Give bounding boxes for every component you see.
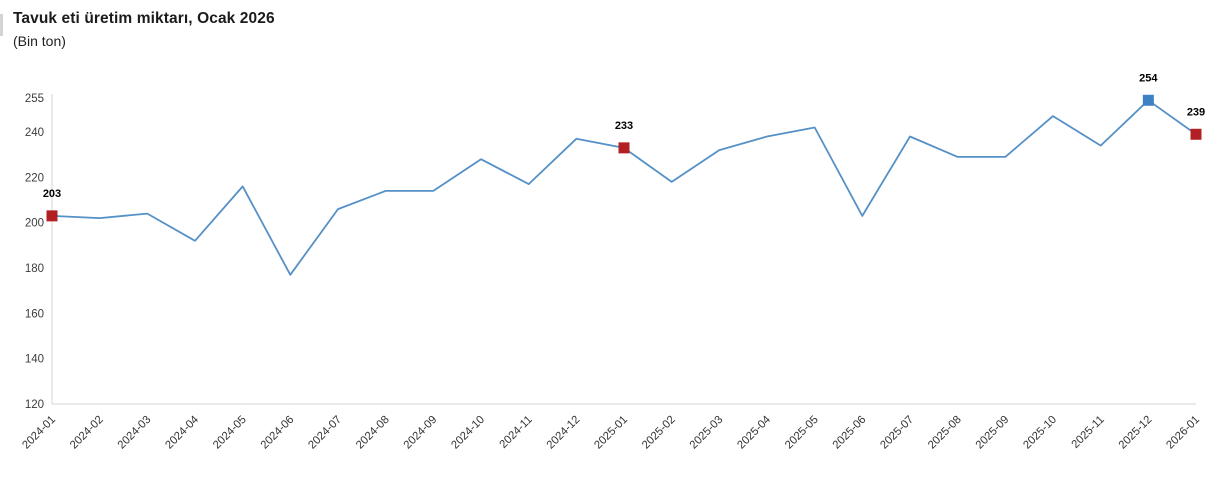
x-tick-label: 2024-11 xyxy=(498,414,535,451)
left-crop-artifact xyxy=(0,14,3,36)
chart-subtitle: (Bin ton) xyxy=(13,33,66,49)
x-tick-label: 2024-05 xyxy=(211,414,249,452)
x-tick-label: 2024-07 xyxy=(306,414,344,452)
point-marker xyxy=(46,210,58,222)
marked-points: 203 233 254 239 xyxy=(43,72,1205,222)
y-tick-label: 180 xyxy=(25,263,44,275)
y-tick-label: 120 xyxy=(25,399,44,411)
x-tick-label: 2026-01 xyxy=(1164,414,1202,452)
x-tick-label: 2025-07 xyxy=(878,414,916,452)
x-tick-label: 2024-12 xyxy=(545,414,583,452)
x-axis-tick-labels: 2024-01 2024-02 2024-03 2024-04 2024-05 2024-… xyxy=(20,414,1202,452)
x-tick-label: 2024-01 xyxy=(20,414,58,452)
point-label: 203 xyxy=(43,188,61,200)
point-label: 254 xyxy=(1139,72,1158,84)
x-tick-label: 2025-08 xyxy=(926,414,964,452)
x-tick-label: 2025-06 xyxy=(831,414,869,452)
point-label: 233 xyxy=(615,120,633,132)
x-tick-label: 2025-12 xyxy=(1117,414,1155,452)
y-axis-tick-labels: 255 240 220 200 180 160 140 120 xyxy=(25,93,44,411)
x-tick-label: 2024-10 xyxy=(449,414,487,452)
x-tick-label: 2025-01 xyxy=(592,414,630,452)
x-tick-label: 2024-04 xyxy=(163,414,201,452)
point-marker xyxy=(1190,128,1202,140)
x-tick-label: 2025-02 xyxy=(640,414,678,452)
x-tick-label: 2024-03 xyxy=(116,414,154,452)
x-tick-label: 2024-09 xyxy=(402,414,440,452)
axes xyxy=(51,94,1196,405)
y-tick-label: 240 xyxy=(25,127,44,139)
x-tick-label: 2025-10 xyxy=(1021,414,1059,452)
x-tick-label: 2025-11 xyxy=(1070,414,1107,451)
y-tick-label: 255 xyxy=(25,93,44,105)
point-label: 239 xyxy=(1187,106,1205,118)
y-tick-label: 140 xyxy=(25,354,44,366)
x-tick-label: 2024-08 xyxy=(354,414,392,452)
point-marker xyxy=(618,142,630,154)
point-marker xyxy=(1142,94,1154,106)
x-tick-label: 2024-02 xyxy=(68,414,106,452)
chart-title: Tavuk eti üretim miktarı, Ocak 2026 xyxy=(13,10,275,27)
y-tick-label: 200 xyxy=(25,218,44,230)
x-tick-label: 2025-03 xyxy=(688,414,726,452)
x-tick-label: 2024-06 xyxy=(259,414,297,452)
x-tick-label: 2025-05 xyxy=(783,414,821,452)
y-tick-label: 220 xyxy=(25,172,44,184)
y-tick-label: 160 xyxy=(25,308,44,320)
x-tick-label: 2025-09 xyxy=(974,414,1012,452)
x-tick-label: 2025-04 xyxy=(735,414,773,452)
